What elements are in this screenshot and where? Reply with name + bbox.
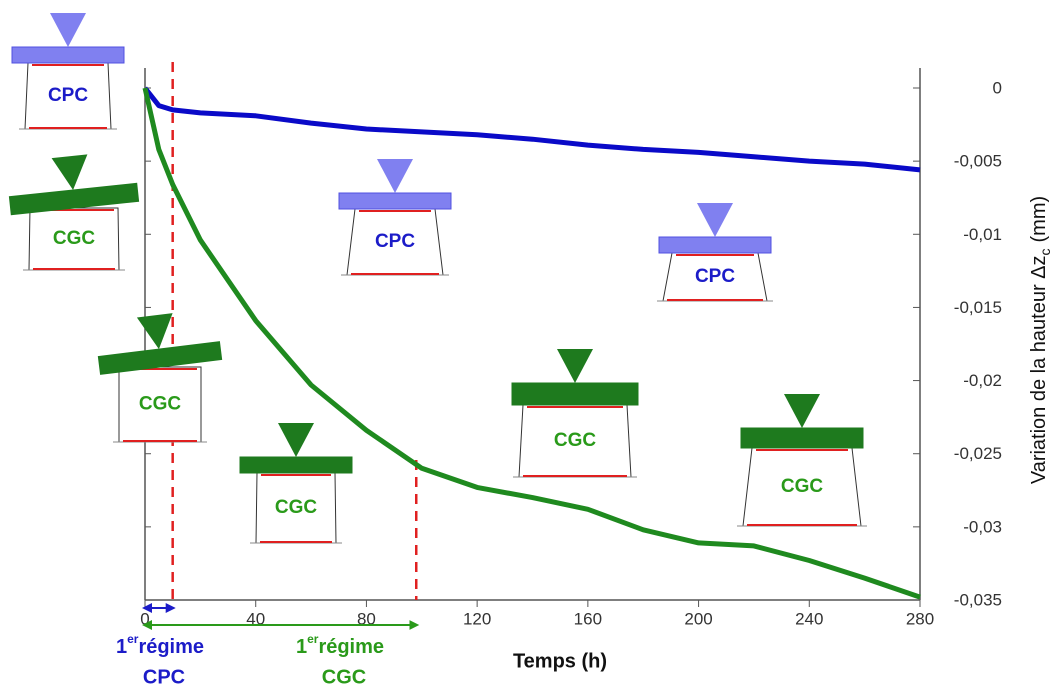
plate-group xyxy=(239,423,353,474)
x-tick-label: 200 xyxy=(684,609,712,628)
plate xyxy=(511,382,639,406)
specimen: CPC xyxy=(11,13,125,130)
y-tick-label: -0,03 xyxy=(963,517,1002,536)
plate xyxy=(338,192,452,210)
y-label-sub: c xyxy=(1037,248,1053,255)
plate xyxy=(97,341,223,375)
regime-label: 1errégime xyxy=(116,632,204,658)
plate-group xyxy=(11,13,125,64)
load-arrow xyxy=(557,349,593,383)
x-tick-label: 280 xyxy=(906,609,934,628)
x-tick-label: 160 xyxy=(574,609,602,628)
y-label-unit: (mm) xyxy=(1028,196,1050,243)
regime-num: 1 xyxy=(116,636,127,658)
load-arrow xyxy=(50,13,86,47)
plate-group xyxy=(97,313,223,375)
specimen: CGC xyxy=(97,313,223,443)
specimen-label: CPC xyxy=(48,85,88,106)
plate xyxy=(740,427,864,449)
specimen: CPC xyxy=(657,203,773,302)
load-arrow xyxy=(51,154,88,191)
specimen-label: CGC xyxy=(275,497,318,518)
load-arrow xyxy=(377,159,413,193)
load-arrow xyxy=(697,203,733,237)
x-axis-label: Temps (h) xyxy=(513,650,607,672)
plate-group xyxy=(740,394,864,449)
specimen-label: CGC xyxy=(554,430,597,451)
series-line xyxy=(142,87,921,600)
specimen: CGC xyxy=(511,349,639,478)
y-tick-label: -0,02 xyxy=(963,371,1002,390)
plate xyxy=(11,46,125,64)
y-tick-label: -0,035 xyxy=(954,590,1002,609)
y-label-main: Variation de la hauteur Δz xyxy=(1028,255,1050,484)
plate xyxy=(658,236,772,254)
plate xyxy=(239,456,353,474)
x-tick-label: 120 xyxy=(463,609,491,628)
series-line xyxy=(143,86,921,173)
specimen-label: CPC xyxy=(375,231,415,252)
specimen: CPC xyxy=(338,159,452,276)
regime-name: CGC xyxy=(322,666,366,688)
y-axis-label: Variation de la hauteur Δzc (mm) xyxy=(1028,196,1052,484)
regime-sup: er xyxy=(307,632,319,646)
y-tick-label: -0,025 xyxy=(954,444,1002,463)
regime-sup: er xyxy=(127,632,139,646)
regime-text: régime xyxy=(318,636,384,658)
regime-name: CPC xyxy=(143,666,185,688)
specimen-label: CPC xyxy=(695,266,735,287)
plate-group xyxy=(338,159,452,210)
specimen: CGC xyxy=(239,423,353,544)
plate-group xyxy=(658,203,772,254)
load-arrow xyxy=(136,313,173,350)
plate-group xyxy=(8,154,140,216)
x-tick-label: 0 xyxy=(140,609,149,628)
specimen: CGC xyxy=(737,394,867,527)
x-tick-label: 240 xyxy=(795,609,823,628)
specimen-label: CGC xyxy=(781,476,824,497)
regime-text: régime xyxy=(138,636,204,658)
plate-group xyxy=(511,349,639,406)
regime-label: 1errégime xyxy=(296,632,384,658)
y-tick-label: -0,015 xyxy=(954,298,1002,317)
load-arrow xyxy=(784,394,820,428)
y-tick-label: -0,005 xyxy=(954,152,1002,171)
specimen: CGC xyxy=(8,154,140,271)
regime-num: 1 xyxy=(296,636,307,658)
specimen-label: CGC xyxy=(53,228,96,249)
y-tick-label: 0 xyxy=(993,78,1002,97)
load-arrow xyxy=(278,423,314,457)
specimen-label: CGC xyxy=(139,394,182,415)
y-tick-label: -0,01 xyxy=(963,225,1002,244)
